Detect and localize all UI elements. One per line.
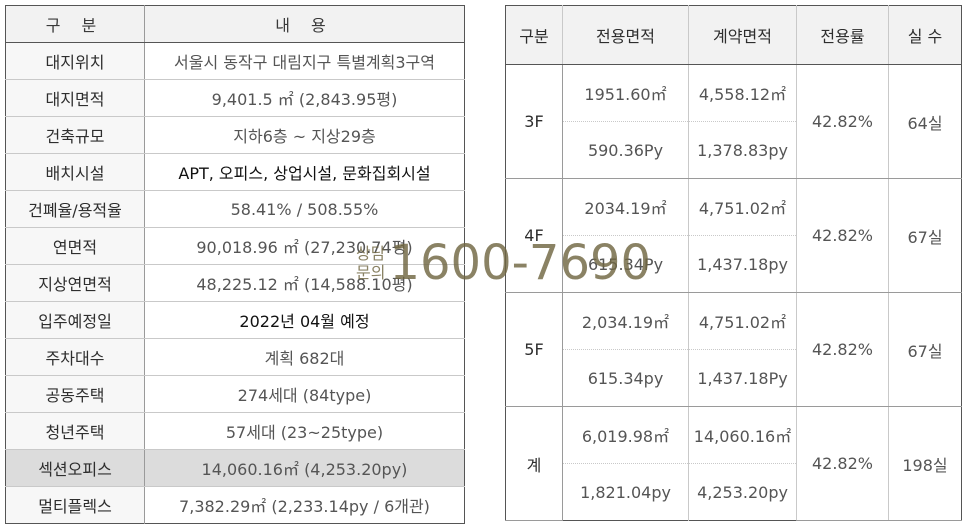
unit-count: 67실 (888, 292, 962, 407)
row-label: 건축규모 (5, 116, 145, 154)
table-row: 입주예정일 2022년 04월 예정 (5, 301, 465, 339)
exclusive-area-py: 615.34Py (562, 235, 689, 293)
exclusive-area-py: 1,821.04py (562, 463, 689, 521)
row-value: 14,060.16㎡ (4,253.20py) (144, 449, 465, 487)
row-label: 입주예정일 (5, 301, 145, 339)
row-value: 58.41% / 508.55% (144, 190, 465, 228)
table-row: 지상연면적 48,225.12 ㎡ (14,588.10평) (5, 264, 465, 302)
row-label: 지상연면적 (5, 264, 145, 302)
table-row-highlighted: 섹션오피스 14,060.16㎡ (4,253.20py) (5, 449, 465, 487)
row-label: 멀티플렉스 (5, 486, 145, 524)
contract-area-py: 1,437.18Py (688, 349, 797, 407)
contract-area-m2: 4,751.02㎡ (688, 292, 797, 350)
exclusive-area-m2: 2034.19㎡ (562, 178, 689, 236)
table-row: 590.36Py 1,378.83py (506, 121, 962, 179)
row-value: 서울시 동작구 대림지구 특별계획3구역 (144, 42, 465, 80)
floor-area-table: 구분 전용면적 계약면적 전용률 실 수 3F 1951.60㎡ 4,558.1… (505, 5, 962, 521)
header-contract-area: 계약면적 (688, 5, 797, 65)
row-label: 주차대수 (5, 338, 145, 376)
unit-count: 64실 (888, 64, 962, 179)
table-row: 615.34py 1,437.18Py (506, 349, 962, 407)
table-row: 3F 1951.60㎡ 4,558.12㎡ 42.82% 64실 (505, 64, 962, 179)
floor-label: 계 (505, 406, 563, 521)
floor-label: 3F (505, 64, 563, 179)
table-row: 대지면적 9,401.5 ㎡ (2,843.95평) (5, 79, 465, 117)
table-row: 공동주택 274세대 (84type) (5, 375, 465, 413)
table-row: 배치시설 APT, 오피스, 상업시설, 문화집회시설 (5, 153, 465, 191)
exclusive-ratio: 42.82% (796, 178, 889, 293)
contract-area-m2: 4,751.02㎡ (688, 178, 797, 236)
floor-label: 4F (505, 178, 563, 293)
header-exclusive-area: 전용면적 (562, 5, 689, 65)
table-row: 주차대수 계획 682대 (5, 338, 465, 376)
row-value: 57세대 (23~25type) (144, 412, 465, 450)
table-row: 대지위치 서울시 동작구 대림지구 특별계획3구역 (5, 42, 465, 80)
table-header-row: 구분 전용면적 계약면적 전용률 실 수 (505, 5, 962, 65)
contract-area-m2: 14,060.16㎡ (688, 406, 797, 464)
row-label: 공동주택 (5, 375, 145, 413)
table-row: 청년주택 57세대 (23~25type) (5, 412, 465, 450)
exclusive-area-py: 615.34py (562, 349, 689, 407)
row-label: 청년주택 (5, 412, 145, 450)
contract-area-m2: 4,558.12㎡ (688, 64, 797, 122)
header-unit-count: 실 수 (888, 5, 962, 65)
table-row: 1,821.04py 4,253.20py (506, 463, 962, 521)
table-row: 건폐율/용적율 58.41% / 508.55% (5, 190, 465, 228)
floor-label: 5F (505, 292, 563, 407)
row-value: 274세대 (84type) (144, 375, 465, 413)
row-label: 건폐율/용적율 (5, 190, 145, 228)
row-value: 계획 682대 (144, 338, 465, 376)
table-row: 5F 2,034.19㎡ 4,751.02㎡ 42.82% 67실 (505, 292, 962, 407)
row-label: 대지위치 (5, 42, 145, 80)
table-row: 4F 2034.19㎡ 4,751.02㎡ 42.82% 67실 (505, 178, 962, 293)
row-label: 연면적 (5, 227, 145, 265)
table-row: 615.34Py 1,437.18py (506, 235, 962, 293)
table-row: 건축규모 지하6층 ~ 지상29층 (5, 116, 465, 154)
header-content: 내 용 (144, 5, 465, 43)
exclusive-ratio: 42.82% (796, 292, 889, 407)
row-value: 9,401.5 ㎡ (2,843.95평) (144, 79, 465, 117)
contract-area-py: 1,378.83py (688, 121, 797, 179)
header-exclusive-ratio: 전용률 (796, 5, 889, 65)
row-value: 지하6층 ~ 지상29층 (144, 116, 465, 154)
exclusive-area-m2: 1951.60㎡ (562, 64, 689, 122)
contract-area-py: 4,253.20py (688, 463, 797, 521)
header-category: 구 분 (5, 5, 145, 43)
table-row: 멀티플렉스 7,382.29㎡ (2,233.14py / 6개관) (5, 486, 465, 524)
row-label: 섹션오피스 (5, 449, 145, 487)
header-division: 구분 (505, 5, 563, 65)
project-overview-table: 구 분 내 용 대지위치 서울시 동작구 대림지구 특별계획3구역 대지면적 9… (5, 5, 465, 524)
exclusive-ratio: 42.82% (796, 64, 889, 179)
unit-count: 67실 (888, 178, 962, 293)
row-value: 2022년 04월 예정 (144, 301, 465, 339)
table-header-row: 구 분 내 용 (5, 5, 465, 43)
row-label: 대지면적 (5, 79, 145, 117)
table-row: 계 6,019.98㎡ 14,060.16㎡ 42.82% 198실 (505, 406, 962, 521)
exclusive-area-py: 590.36Py (562, 121, 689, 179)
row-value: APT, 오피스, 상업시설, 문화집회시설 (144, 153, 465, 191)
exclusive-area-m2: 2,034.19㎡ (562, 292, 689, 350)
row-label: 배치시설 (5, 153, 145, 191)
table-row: 연면적 90,018.96 ㎡ (27,230.74평) (5, 227, 465, 265)
row-value: 48,225.12 ㎡ (14,588.10평) (144, 264, 465, 302)
exclusive-area-m2: 6,019.98㎡ (562, 406, 689, 464)
contract-area-py: 1,437.18py (688, 235, 797, 293)
exclusive-ratio: 42.82% (796, 406, 889, 521)
row-value: 7,382.29㎡ (2,233.14py / 6개관) (179, 497, 430, 516)
unit-count: 198실 (888, 406, 962, 521)
row-value: 90,018.96 ㎡ (27,230.74평) (144, 227, 465, 265)
